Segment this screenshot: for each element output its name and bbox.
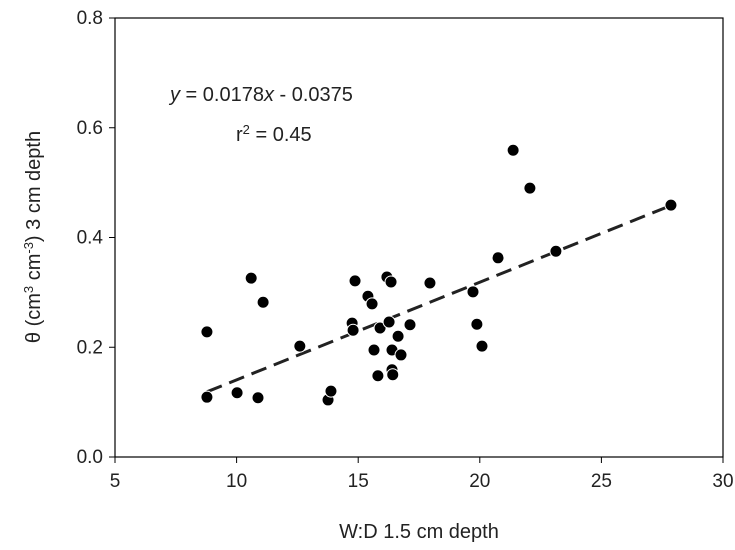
equation-part: y [168,84,181,106]
y-axis-label-part: θ (cm [23,293,45,343]
point [244,271,258,285]
x-tick-label: 10 [226,471,247,492]
x-tick-label: 30 [712,471,733,492]
y-tick-label: 0.4 [77,228,104,249]
point [475,339,489,353]
point [256,295,270,309]
point [251,391,265,405]
trendline [206,204,672,394]
y-axis-label: θ (cm3 cm-3) 3 cm depth [21,131,46,343]
point [348,274,362,288]
y-axis-label-part: ) 3 cm depth [23,131,45,242]
point [506,143,520,157]
point [365,297,379,311]
y-tick-label: 0.0 [77,447,103,468]
point [470,317,484,331]
y-axis-label-part: cm [23,254,45,286]
point [523,181,537,195]
point [423,276,437,290]
y-tick-label: 0.8 [77,8,103,29]
point [403,318,417,332]
point [200,325,214,339]
point [230,386,244,400]
point [491,251,505,265]
equation: y = 0.0178x - 0.0375 [168,84,353,106]
r-squared-part: r [236,124,243,146]
point [549,244,563,258]
point [386,368,400,382]
y-tick-label: 0.2 [77,337,103,358]
equation-part: x [263,84,275,106]
point [391,329,405,343]
equation-part: = 0.0178 [180,84,264,106]
point [384,275,398,289]
r-squared: r2 = 0.45 [236,122,312,147]
point [382,315,396,329]
x-tick-label: 5 [110,471,121,492]
point [371,369,385,383]
equation-part: - 0.0375 [274,84,353,106]
y-axis-label-part: 3 [21,286,36,293]
r-squared-part: = 0.45 [250,124,312,146]
y-axis-label-part: -3 [21,242,36,254]
x-tick-label: 20 [469,471,490,492]
point [373,321,387,335]
x-tick-label: 15 [348,471,369,492]
r-squared-part: 2 [243,122,250,137]
point [293,339,307,353]
x-tick-label: 25 [591,471,612,492]
point [394,348,408,362]
point [664,198,678,212]
point [324,384,338,398]
y-tick-label: 0.6 [77,118,103,139]
point [346,323,360,337]
point [367,343,381,357]
x-axis-label: W:D 1.5 cm depth [339,521,499,543]
point [200,390,214,404]
point [466,285,480,299]
